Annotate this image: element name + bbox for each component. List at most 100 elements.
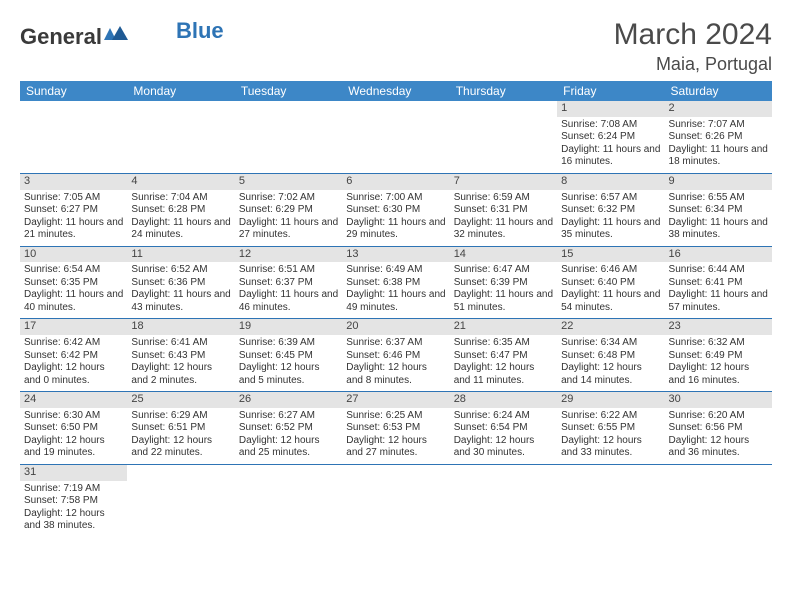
sunset-line: Sunset: 6:47 PM xyxy=(454,350,553,363)
day-number: 25 xyxy=(127,392,234,408)
daylight-line: Daylight: 12 hours and 0 minutes. xyxy=(24,362,123,387)
day-body: Sunrise: 7:07 AMSunset: 6:26 PMDaylight:… xyxy=(665,117,772,173)
calendar-row: 17Sunrise: 6:42 AMSunset: 6:42 PMDayligh… xyxy=(20,319,772,392)
day-number: 18 xyxy=(127,319,234,335)
daylight-line: Daylight: 11 hours and 38 minutes. xyxy=(669,217,768,242)
daylight-line: Daylight: 11 hours and 24 minutes. xyxy=(131,217,230,242)
day-number: 15 xyxy=(557,247,664,263)
calendar-cell xyxy=(127,101,234,173)
sunrise-line: Sunrise: 6:30 AM xyxy=(24,410,123,423)
day-number: 22 xyxy=(557,319,664,335)
sunrise-line: Sunrise: 7:00 AM xyxy=(346,192,445,205)
calendar-cell: 7Sunrise: 6:59 AMSunset: 6:31 PMDaylight… xyxy=(450,173,557,246)
sunrise-line: Sunrise: 6:24 AM xyxy=(454,410,553,423)
sunset-line: Sunset: 6:53 PM xyxy=(346,422,445,435)
calendar-cell: 12Sunrise: 6:51 AMSunset: 6:37 PMDayligh… xyxy=(235,246,342,319)
calendar-cell xyxy=(127,464,234,536)
calendar-cell: 11Sunrise: 6:52 AMSunset: 6:36 PMDayligh… xyxy=(127,246,234,319)
calendar-table: SundayMondayTuesdayWednesdayThursdayFrid… xyxy=(20,81,772,537)
calendar-cell xyxy=(557,464,664,536)
calendar-cell: 21Sunrise: 6:35 AMSunset: 6:47 PMDayligh… xyxy=(450,319,557,392)
daylight-line: Daylight: 11 hours and 40 minutes. xyxy=(24,289,123,314)
calendar-body: 1Sunrise: 7:08 AMSunset: 6:24 PMDaylight… xyxy=(20,101,772,537)
daylight-line: Daylight: 12 hours and 19 minutes. xyxy=(24,435,123,460)
brand-flag-icon xyxy=(104,26,128,49)
day-number: 26 xyxy=(235,392,342,408)
day-number: 9 xyxy=(665,174,772,190)
sunset-line: Sunset: 6:51 PM xyxy=(131,422,230,435)
day-body: Sunrise: 6:24 AMSunset: 6:54 PMDaylight:… xyxy=(450,408,557,464)
day-number: 12 xyxy=(235,247,342,263)
calendar-cell: 13Sunrise: 6:49 AMSunset: 6:38 PMDayligh… xyxy=(342,246,449,319)
calendar-cell: 16Sunrise: 6:44 AMSunset: 6:41 PMDayligh… xyxy=(665,246,772,319)
sunset-line: Sunset: 6:38 PM xyxy=(346,277,445,290)
day-number: 17 xyxy=(20,319,127,335)
calendar-cell: 24Sunrise: 6:30 AMSunset: 6:50 PMDayligh… xyxy=(20,392,127,465)
daylight-line: Daylight: 11 hours and 46 minutes. xyxy=(239,289,338,314)
calendar-cell xyxy=(665,464,772,536)
day-body: Sunrise: 6:35 AMSunset: 6:47 PMDaylight:… xyxy=(450,335,557,391)
calendar-head: SundayMondayTuesdayWednesdayThursdayFrid… xyxy=(20,81,772,101)
sunset-line: Sunset: 6:34 PM xyxy=(669,204,768,217)
day-body: Sunrise: 6:52 AMSunset: 6:36 PMDaylight:… xyxy=(127,262,234,318)
sunset-line: Sunset: 6:41 PM xyxy=(669,277,768,290)
sunset-line: Sunset: 6:55 PM xyxy=(561,422,660,435)
sunset-line: Sunset: 6:27 PM xyxy=(24,204,123,217)
sunset-line: Sunset: 6:52 PM xyxy=(239,422,338,435)
day-body: Sunrise: 6:39 AMSunset: 6:45 PMDaylight:… xyxy=(235,335,342,391)
day-body: Sunrise: 6:22 AMSunset: 6:55 PMDaylight:… xyxy=(557,408,664,464)
day-body: Sunrise: 7:19 AMSunset: 7:58 PMDaylight:… xyxy=(20,481,127,537)
day-number: 28 xyxy=(450,392,557,408)
daylight-line: Daylight: 11 hours and 35 minutes. xyxy=(561,217,660,242)
calendar-row: 31Sunrise: 7:19 AMSunset: 7:58 PMDayligh… xyxy=(20,464,772,536)
day-number: 30 xyxy=(665,392,772,408)
day-number: 16 xyxy=(665,247,772,263)
sunrise-line: Sunrise: 6:55 AM xyxy=(669,192,768,205)
day-body: Sunrise: 6:29 AMSunset: 6:51 PMDaylight:… xyxy=(127,408,234,464)
day-number: 1 xyxy=(557,101,664,117)
daylight-line: Daylight: 12 hours and 30 minutes. xyxy=(454,435,553,460)
calendar-cell: 4Sunrise: 7:04 AMSunset: 6:28 PMDaylight… xyxy=(127,173,234,246)
sunrise-line: Sunrise: 7:19 AM xyxy=(24,483,123,496)
sunrise-line: Sunrise: 6:32 AM xyxy=(669,337,768,350)
sunset-line: Sunset: 6:29 PM xyxy=(239,204,338,217)
sunrise-line: Sunrise: 7:02 AM xyxy=(239,192,338,205)
brand-part1: General xyxy=(20,24,102,50)
daylight-line: Daylight: 12 hours and 8 minutes. xyxy=(346,362,445,387)
calendar-cell xyxy=(450,464,557,536)
calendar-cell: 27Sunrise: 6:25 AMSunset: 6:53 PMDayligh… xyxy=(342,392,449,465)
weekday-header: Friday xyxy=(557,81,664,101)
sunrise-line: Sunrise: 6:29 AM xyxy=(131,410,230,423)
day-number: 5 xyxy=(235,174,342,190)
daylight-line: Daylight: 12 hours and 5 minutes. xyxy=(239,362,338,387)
calendar-cell: 17Sunrise: 6:42 AMSunset: 6:42 PMDayligh… xyxy=(20,319,127,392)
day-body: Sunrise: 6:27 AMSunset: 6:52 PMDaylight:… xyxy=(235,408,342,464)
calendar-cell xyxy=(235,464,342,536)
sunset-line: Sunset: 6:24 PM xyxy=(561,131,660,144)
day-body: Sunrise: 6:32 AMSunset: 6:49 PMDaylight:… xyxy=(665,335,772,391)
sunrise-line: Sunrise: 6:35 AM xyxy=(454,337,553,350)
calendar-cell: 15Sunrise: 6:46 AMSunset: 6:40 PMDayligh… xyxy=(557,246,664,319)
sunrise-line: Sunrise: 6:34 AM xyxy=(561,337,660,350)
daylight-line: Daylight: 11 hours and 54 minutes. xyxy=(561,289,660,314)
daylight-line: Daylight: 12 hours and 11 minutes. xyxy=(454,362,553,387)
day-number: 21 xyxy=(450,319,557,335)
sunset-line: Sunset: 6:32 PM xyxy=(561,204,660,217)
day-body: Sunrise: 6:30 AMSunset: 6:50 PMDaylight:… xyxy=(20,408,127,464)
day-body: Sunrise: 6:49 AMSunset: 6:38 PMDaylight:… xyxy=(342,262,449,318)
sunset-line: Sunset: 6:49 PM xyxy=(669,350,768,363)
calendar-cell: 2Sunrise: 7:07 AMSunset: 6:26 PMDaylight… xyxy=(665,101,772,173)
daylight-line: Daylight: 11 hours and 18 minutes. xyxy=(669,144,768,169)
calendar-cell: 19Sunrise: 6:39 AMSunset: 6:45 PMDayligh… xyxy=(235,319,342,392)
calendar-cell xyxy=(342,101,449,173)
sunset-line: Sunset: 6:56 PM xyxy=(669,422,768,435)
day-body: Sunrise: 7:02 AMSunset: 6:29 PMDaylight:… xyxy=(235,190,342,246)
daylight-line: Daylight: 11 hours and 27 minutes. xyxy=(239,217,338,242)
sunrise-line: Sunrise: 6:46 AM xyxy=(561,264,660,277)
sunrise-line: Sunrise: 6:44 AM xyxy=(669,264,768,277)
calendar-cell: 25Sunrise: 6:29 AMSunset: 6:51 PMDayligh… xyxy=(127,392,234,465)
calendar-cell xyxy=(235,101,342,173)
calendar-cell: 18Sunrise: 6:41 AMSunset: 6:43 PMDayligh… xyxy=(127,319,234,392)
calendar-cell: 23Sunrise: 6:32 AMSunset: 6:49 PMDayligh… xyxy=(665,319,772,392)
weekday-header: Tuesday xyxy=(235,81,342,101)
